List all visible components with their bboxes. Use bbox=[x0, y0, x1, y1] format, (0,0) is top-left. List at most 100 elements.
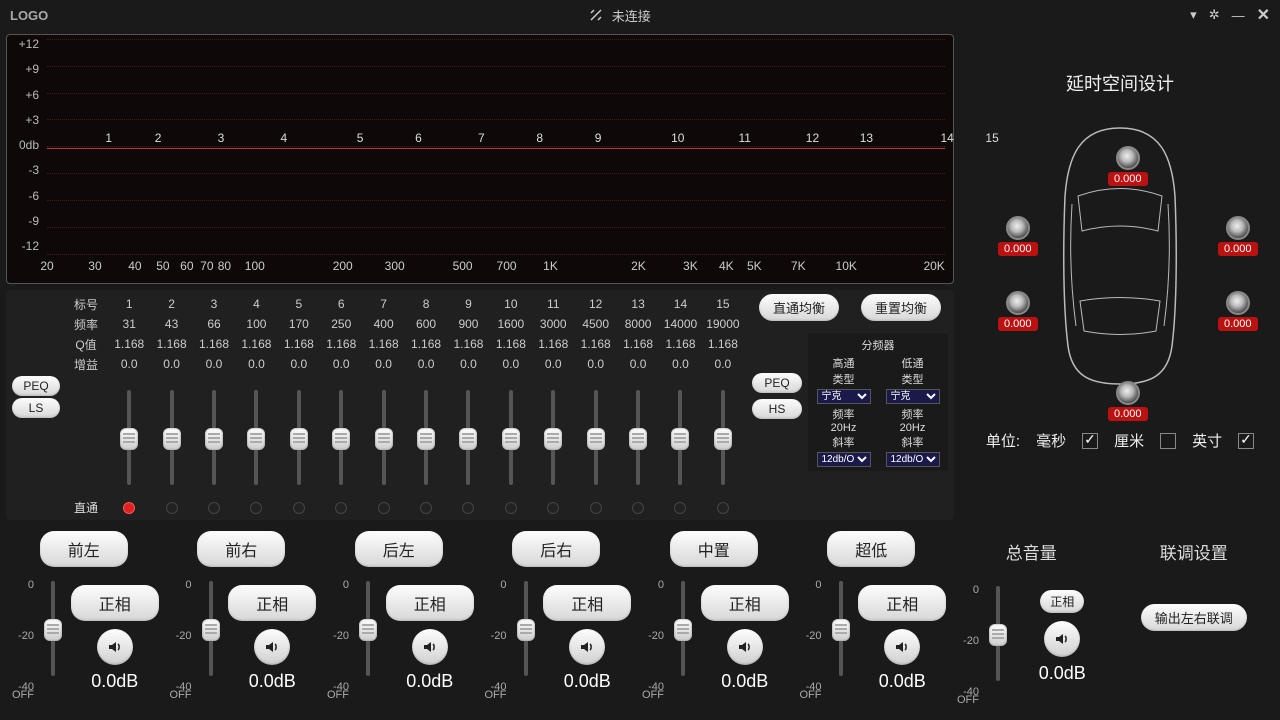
eq-slider-7[interactable] bbox=[362, 380, 404, 495]
bypass-dot-10[interactable] bbox=[490, 502, 532, 514]
unit-cm-check[interactable] bbox=[1160, 433, 1176, 449]
phase-button-0[interactable]: 正相 bbox=[71, 585, 159, 621]
phase-button-3[interactable]: 正相 bbox=[543, 585, 631, 621]
close-icon[interactable]: ✕ bbox=[1257, 5, 1270, 25]
eq-slider-2[interactable] bbox=[150, 380, 192, 495]
eq-panel: PEQ LS 标号123456789101112131415 频率3143661… bbox=[6, 290, 954, 520]
bypass-dot-1[interactable] bbox=[108, 502, 150, 514]
channel-select-2[interactable]: 后左 bbox=[355, 531, 443, 567]
unit-ms-check[interactable] bbox=[1082, 433, 1098, 449]
hdr-gain: 增益 bbox=[64, 356, 108, 373]
ls-button[interactable]: LS bbox=[12, 398, 60, 418]
reset-eq-button[interactable]: 重置均衡 bbox=[861, 294, 941, 321]
eq-slider-14[interactable] bbox=[659, 380, 701, 495]
eq-slider-8[interactable] bbox=[405, 380, 447, 495]
speaker-fr[interactable]: 0.000 bbox=[1218, 216, 1258, 256]
eq-slider-6[interactable] bbox=[320, 380, 362, 495]
speaker-fl[interactable]: 0.000 bbox=[998, 216, 1038, 256]
channel-slider-3[interactable] bbox=[513, 573, 539, 693]
hp-slope-select[interactable]: 12db/Oct bbox=[817, 452, 871, 467]
bypass-dot-12[interactable] bbox=[574, 502, 616, 514]
speaker-center[interactable]: 0.000 bbox=[1108, 146, 1148, 186]
bypass-dot-14[interactable] bbox=[659, 502, 701, 514]
bypass-dot-8[interactable] bbox=[405, 502, 447, 514]
channel-4: 中置0-20-40正相0.0dBOFF bbox=[638, 531, 790, 714]
phase-button-5[interactable]: 正相 bbox=[858, 585, 946, 621]
mute-button-1[interactable] bbox=[254, 629, 290, 665]
channel-select-5[interactable]: 超低 bbox=[827, 531, 915, 567]
hp-type-select[interactable]: 宁克 bbox=[817, 389, 871, 404]
eq-slider-12[interactable] bbox=[574, 380, 616, 495]
channel-3: 后右0-20-40正相0.0dBOFF bbox=[481, 531, 633, 714]
phase-button-4[interactable]: 正相 bbox=[701, 585, 789, 621]
disconnect-icon bbox=[588, 7, 604, 23]
eq-slider-3[interactable] bbox=[193, 380, 235, 495]
lp-slope-select[interactable]: 12db/Oct bbox=[886, 452, 940, 467]
bypass-dot-3[interactable] bbox=[193, 502, 235, 514]
mute-button-4[interactable] bbox=[727, 629, 763, 665]
channel-slider-4[interactable] bbox=[670, 573, 696, 693]
hdr-freq: 频率 bbox=[64, 316, 108, 333]
peq2-button[interactable]: PEQ bbox=[752, 373, 802, 393]
channel-slider-5[interactable] bbox=[828, 573, 854, 693]
bypass-dot-7[interactable] bbox=[362, 502, 404, 514]
mute-button-3[interactable] bbox=[569, 629, 605, 665]
phase-button-2[interactable]: 正相 bbox=[386, 585, 474, 621]
unit-row: 单位: 毫秒 厘米 英寸 bbox=[986, 430, 1254, 451]
channel-select-1[interactable]: 前右 bbox=[197, 531, 285, 567]
eq-table: 标号123456789101112131415 频率31436610017025… bbox=[64, 294, 744, 516]
bypass-dot-2[interactable] bbox=[150, 502, 192, 514]
dropdown-icon[interactable]: ▾ bbox=[1190, 7, 1197, 23]
delay-title: 延时空间设计 bbox=[1066, 70, 1174, 96]
channel-select-0[interactable]: 前左 bbox=[40, 531, 128, 567]
master-slider[interactable] bbox=[985, 578, 1011, 698]
minimize-icon[interactable]: — bbox=[1232, 8, 1245, 23]
mute-button-5[interactable] bbox=[884, 629, 920, 665]
bypass-dot-15[interactable] bbox=[702, 502, 744, 514]
bypass-dot-13[interactable] bbox=[617, 502, 659, 514]
eq-slider-11[interactable] bbox=[532, 380, 574, 495]
speaker-sub[interactable]: 0.000 bbox=[1108, 381, 1148, 421]
mute-button-2[interactable] bbox=[412, 629, 448, 665]
connection-status: 未连接 bbox=[48, 6, 1190, 25]
eq-slider-9[interactable] bbox=[447, 380, 489, 495]
mute-button-0[interactable] bbox=[97, 629, 133, 665]
channel-2: 后左0-20-40正相0.0dBOFF bbox=[323, 531, 475, 714]
bypass-label: 直通 bbox=[64, 499, 108, 516]
eq-slider-10[interactable] bbox=[490, 380, 532, 495]
eq-slider-4[interactable] bbox=[235, 380, 277, 495]
master-mute-button[interactable] bbox=[1044, 621, 1080, 657]
channel-select-4[interactable]: 中置 bbox=[670, 531, 758, 567]
settings-icon[interactable]: ✲ bbox=[1209, 7, 1220, 23]
channel-slider-1[interactable] bbox=[198, 573, 224, 693]
eq-slider-15[interactable] bbox=[702, 380, 744, 495]
bypass-eq-button[interactable]: 直通均衡 bbox=[759, 294, 839, 321]
bypass-dot-6[interactable] bbox=[320, 502, 362, 514]
hs-button[interactable]: HS bbox=[752, 399, 802, 419]
eq-slider-5[interactable] bbox=[278, 380, 320, 495]
lp-type-select[interactable]: 宁克 bbox=[886, 389, 940, 404]
channel-slider-0[interactable] bbox=[40, 573, 66, 693]
master-phase-button[interactable]: 正相 bbox=[1040, 590, 1084, 613]
channel-5: 超低0-20-40正相0.0dBOFF bbox=[796, 531, 948, 714]
titlebar: LOGO 未连接 ▾ ✲ — ✕ bbox=[0, 0, 1280, 30]
eq-slider-13[interactable] bbox=[617, 380, 659, 495]
channel-1: 前右0-20-40正相0.0dBOFF bbox=[166, 531, 318, 714]
peq-button[interactable]: PEQ bbox=[12, 376, 60, 396]
bypass-dot-4[interactable] bbox=[235, 502, 277, 514]
link-output-button[interactable]: 输出左右联调 bbox=[1141, 604, 1247, 631]
eq-slider-1[interactable] bbox=[108, 380, 150, 495]
crossover-panel: 分频器 高通 类型 宁克 频率 20Hz 斜率 12db/Oct bbox=[808, 333, 948, 471]
master-db: 0.0dB bbox=[1039, 663, 1086, 684]
speaker-rl[interactable]: 0.000 bbox=[998, 291, 1038, 331]
channels-row: 前左0-20-40正相0.0dBOFF前右0-20-40正相0.0dBOFF后左… bbox=[0, 525, 1280, 720]
phase-button-1[interactable]: 正相 bbox=[228, 585, 316, 621]
link-panel: 联调设置 输出左右联调 bbox=[1116, 531, 1273, 714]
channel-select-3[interactable]: 后右 bbox=[512, 531, 600, 567]
channel-slider-2[interactable] bbox=[355, 573, 381, 693]
bypass-dot-11[interactable] bbox=[532, 502, 574, 514]
speaker-rr[interactable]: 0.000 bbox=[1218, 291, 1258, 331]
bypass-dot-9[interactable] bbox=[447, 502, 489, 514]
unit-in-check[interactable] bbox=[1238, 433, 1254, 449]
bypass-dot-5[interactable] bbox=[278, 502, 320, 514]
